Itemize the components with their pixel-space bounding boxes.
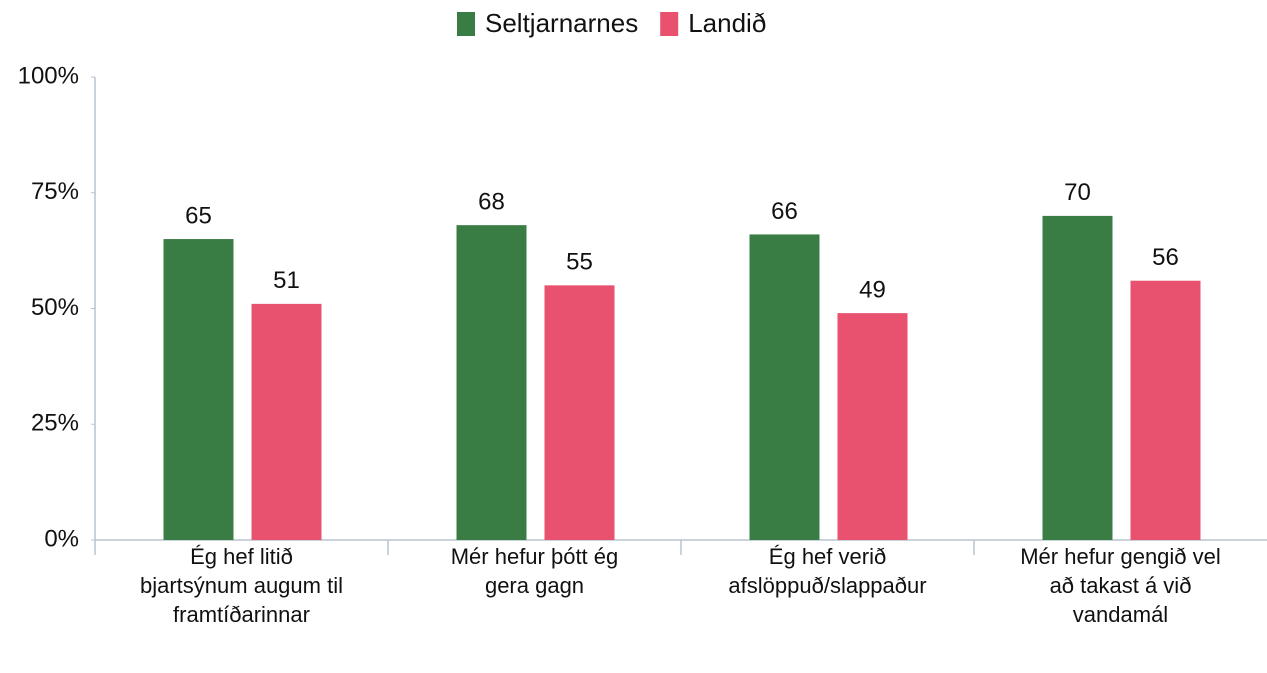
legend-label: Landið xyxy=(688,8,766,38)
data-label: 55 xyxy=(566,249,593,276)
x-tick-label-box: Ég hef litið bjartsýnum augum til framtí… xyxy=(140,544,343,627)
bar xyxy=(749,234,820,541)
x-tick-label: Mér hefur þótt ég gera gagn xyxy=(450,544,619,598)
legend-swatch xyxy=(660,12,679,36)
data-label: 66 xyxy=(771,198,798,225)
y-tick-label: 75% xyxy=(31,178,79,205)
bar xyxy=(544,285,615,540)
bar xyxy=(251,303,322,540)
data-label: 49 xyxy=(859,276,886,303)
data-label: 68 xyxy=(478,189,505,216)
bar xyxy=(837,313,908,540)
x-tick-label-box: Mér hefur þótt ég gera gagn xyxy=(450,544,619,598)
legend-label: Seltjarnarnes xyxy=(485,8,638,38)
bar xyxy=(456,225,527,540)
data-label: 56 xyxy=(1152,244,1179,271)
data-label: 70 xyxy=(1064,179,1091,206)
x-tick-label: Ég hef verið afslöppuð/slappaður xyxy=(728,544,927,598)
x-tick-label-box: Mér hefur gengið vel að takast á við van… xyxy=(1020,544,1221,627)
legend-swatch xyxy=(457,12,475,36)
bar xyxy=(1130,280,1201,540)
x-tick-label-box: Ég hef verið afslöppuð/slappaður xyxy=(728,544,927,598)
data-label: 51 xyxy=(273,267,300,294)
y-tick-label: 100% xyxy=(18,62,79,89)
data-label: 65 xyxy=(185,202,212,229)
x-tick-label: Mér hefur gengið vel að takast á við van… xyxy=(1020,544,1221,627)
y-tick-label: 0% xyxy=(44,525,79,552)
y-tick-label: 50% xyxy=(31,294,79,321)
x-tick-label: Ég hef litið bjartsýnum augum til framtí… xyxy=(140,544,343,627)
bar xyxy=(1042,215,1113,540)
bar xyxy=(163,239,234,541)
y-tick-label: 25% xyxy=(31,410,79,437)
